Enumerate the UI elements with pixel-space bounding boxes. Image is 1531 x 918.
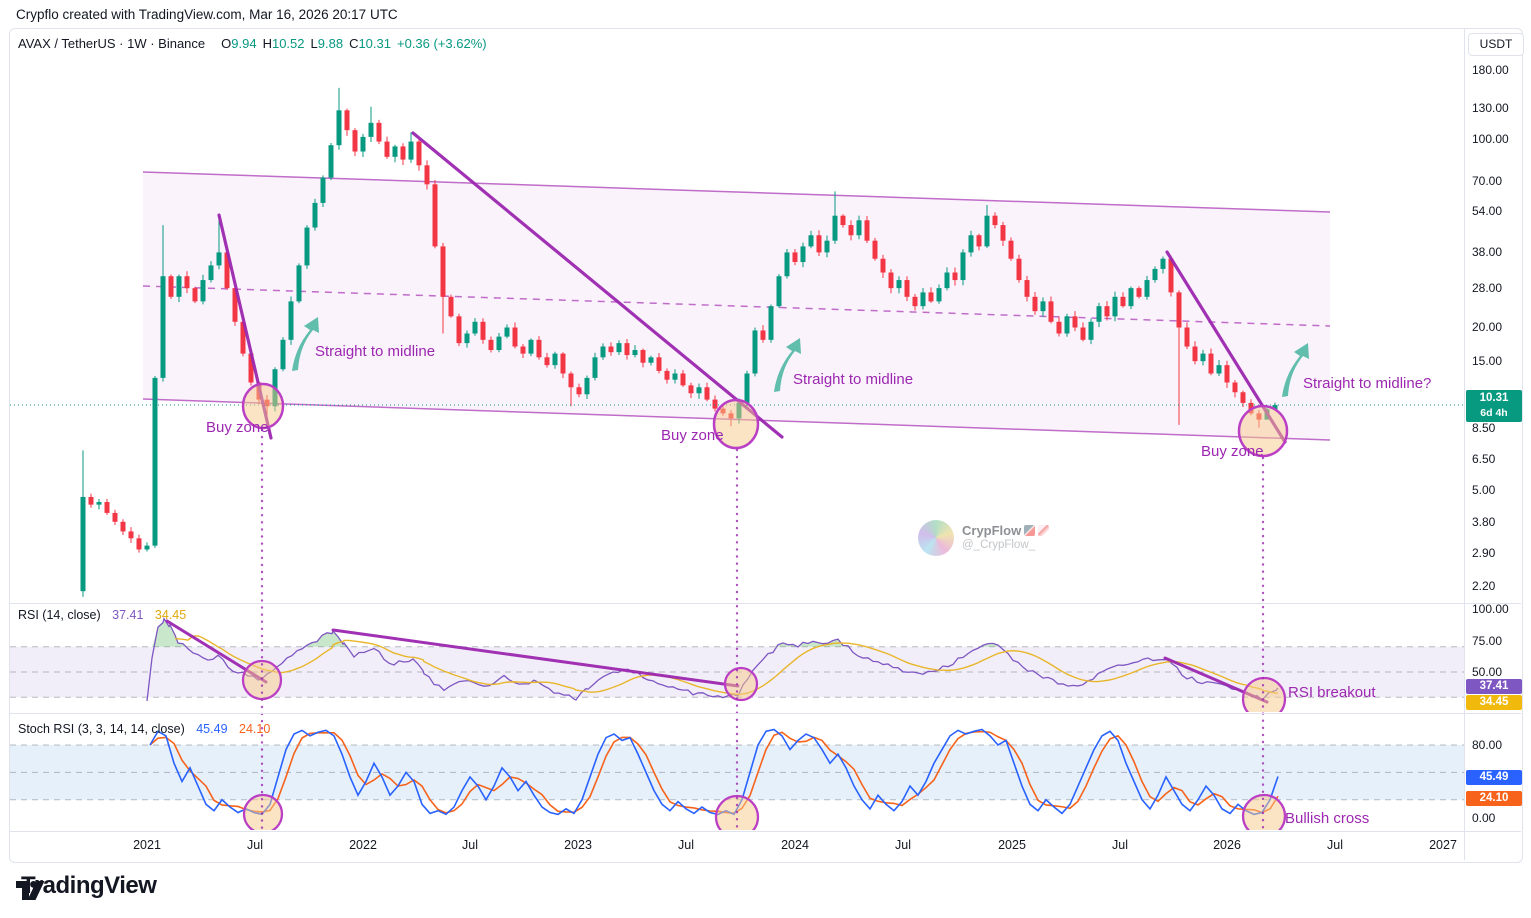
annotation-straight-to-midline-2[interactable]: Straight to midline xyxy=(793,371,914,388)
stoch-rsi-legend[interactable]: Stoch RSI (3, 3, 14, 14, close) 45.49 24… xyxy=(18,722,270,736)
chart-up-emoji-icon xyxy=(1038,525,1050,536)
watermark: CrypFlow @_CrypFlow_ xyxy=(918,520,1050,556)
rsi-trendline xyxy=(331,628,740,688)
price-axis-label: 54.00 xyxy=(1472,204,1503,219)
price-axis-label: 70.00 xyxy=(1472,173,1503,188)
symbol-legend[interactable]: AVAX / TetherUS · 1W · Binance O9.94 H10.5… xyxy=(18,36,487,51)
stoch-k-value-badge: 45.49 xyxy=(1466,770,1522,785)
price-axis-label: 3.80 xyxy=(1472,514,1496,529)
annotation-straight-to-midline-1[interactable]: Straight to midline xyxy=(315,343,436,360)
stoch-d-value: 24.10 xyxy=(239,722,271,736)
price-axis-label: 2.90 xyxy=(1472,546,1496,561)
stoch-d-line xyxy=(149,730,1279,814)
time-axis-label: Jul xyxy=(247,838,263,852)
stoch-title: Stoch RSI (3, 3, 14, 14, close) xyxy=(18,722,185,736)
time-axis-label: Jul xyxy=(1327,838,1343,852)
watermark-name: CrypFlow xyxy=(962,523,1022,538)
ohlc-value: 10.52 xyxy=(271,36,305,51)
time-axis-label: Jul xyxy=(1112,838,1128,852)
ohlc-key: H xyxy=(262,36,272,51)
chart-down-emoji-icon xyxy=(1024,525,1036,536)
time-axis-label: 2021 xyxy=(133,838,161,852)
stoch-signal-circle xyxy=(242,793,284,830)
up-arrow-icon xyxy=(292,317,319,371)
rsi-axis-label: 100.00 xyxy=(1472,602,1509,616)
time-axis-label: 2025 xyxy=(998,838,1026,852)
symbol-title: AVAX / TetherUS · 1W · Binance xyxy=(18,36,206,51)
tradingview-mark-icon xyxy=(16,881,45,900)
ohlc-value: 9.88 xyxy=(317,36,344,51)
rsi-ma-line xyxy=(174,635,1279,696)
current-price-badge: 10.31 6d 4h xyxy=(1466,390,1522,422)
annotation-buy-zone-1[interactable]: Buy zone xyxy=(206,419,269,436)
credit-line: Crypflo created with TradingView.com, Ma… xyxy=(16,7,398,22)
price-axis-label: 2.20 xyxy=(1472,578,1496,593)
time-axis-label: 2026 xyxy=(1213,838,1241,852)
currency-toggle-button[interactable]: USDT xyxy=(1468,33,1524,56)
bar-countdown: 6d 4h xyxy=(1480,407,1508,419)
stoch-axis-label: 80.00 xyxy=(1472,738,1503,752)
price-axis-label: 20.00 xyxy=(1472,320,1503,335)
annotation-buy-zone-2[interactable]: Buy zone xyxy=(661,427,724,444)
stoch-k-line xyxy=(149,728,1279,816)
channel-fill xyxy=(143,172,1330,440)
rsi-ma-value: 34.45 xyxy=(154,608,187,622)
price-axis-label: 130.00 xyxy=(1472,101,1509,116)
time-axis-label: Jul xyxy=(462,838,478,852)
time-axis-label: 2027 xyxy=(1429,838,1457,852)
ohlc-value: 10.31 xyxy=(358,36,391,51)
watermark-handle: @_CrypFlow_ xyxy=(962,539,1036,551)
ohlc-key: L xyxy=(310,36,318,51)
time-axis-label: Jul xyxy=(678,838,694,852)
time-axis-label: 2023 xyxy=(564,838,592,852)
annotation-bullish-cross[interactable]: Bullish cross xyxy=(1285,810,1370,827)
annotation-straight-to-midline-3[interactable]: Straight to midline? xyxy=(1303,375,1432,392)
buy-zone-circle xyxy=(712,398,760,450)
stoch-d-value-badge: 24.10 xyxy=(1466,791,1522,806)
rsi-overbought-fill xyxy=(147,618,1278,647)
buy-zone-circle xyxy=(1237,404,1289,458)
time-axis-label: 2024 xyxy=(781,838,809,852)
watermark-avatar xyxy=(918,520,954,556)
rsi-title: RSI (14, close) xyxy=(18,608,101,622)
price-change: +0.36 (+3.62%) xyxy=(397,36,487,51)
price-axis-label: 28.00 xyxy=(1472,281,1503,296)
buy-zone-circle xyxy=(241,382,285,430)
time-axis-label: 2022 xyxy=(349,838,377,852)
price-axis-label: 100.00 xyxy=(1472,132,1509,147)
up-arrow-icon xyxy=(1282,343,1309,397)
price-axis-label: 15.00 xyxy=(1472,354,1503,369)
price-axis-label: 6.50 xyxy=(1472,451,1496,466)
ohlc-key: O xyxy=(221,36,232,51)
price-axis-label: 180.00 xyxy=(1472,63,1509,78)
ohlc-value: 9.94 xyxy=(231,36,257,51)
rsi-axis-label: 50.00 xyxy=(1472,665,1503,679)
rsi-legend[interactable]: RSI (14, close) 37.41 34.45 xyxy=(18,608,186,622)
time-axis-label: Jul xyxy=(895,838,911,852)
ohlc-key: C xyxy=(349,36,359,51)
stoch-axis-label: 0.00 xyxy=(1472,811,1496,825)
price-axis-label: 8.50 xyxy=(1472,420,1496,435)
ohlc-values: O9.94 H10.52 L9.88 C10.31 xyxy=(215,36,391,51)
rsi-signal-circle xyxy=(723,666,759,702)
rsi-ma-value-badge: 34.45 xyxy=(1466,695,1522,710)
rsi-value: 37.41 xyxy=(112,608,144,622)
rsi-line xyxy=(146,617,1279,702)
annotation-rsi-breakout[interactable]: RSI breakout xyxy=(1288,684,1376,701)
annotation-buy-zone-3[interactable]: Buy zone xyxy=(1201,443,1264,460)
stoch-k-value: 45.49 xyxy=(196,722,228,736)
rsi-axis-label: 75.00 xyxy=(1472,633,1503,648)
tradingview-wordmark: TradingView xyxy=(21,872,157,899)
up-arrow-icon xyxy=(774,338,801,392)
price-axis-label: 38.00 xyxy=(1472,245,1503,260)
tradingview-logo[interactable]: TradingView xyxy=(14,872,157,900)
rsi-value-badge: 37.41 xyxy=(1466,679,1522,694)
stoch-signal-circle xyxy=(1241,793,1287,830)
main-price-pane xyxy=(10,87,1464,597)
chart-frame xyxy=(9,28,1523,863)
trendline xyxy=(411,131,784,439)
price-axis-label: 5.00 xyxy=(1472,482,1496,497)
